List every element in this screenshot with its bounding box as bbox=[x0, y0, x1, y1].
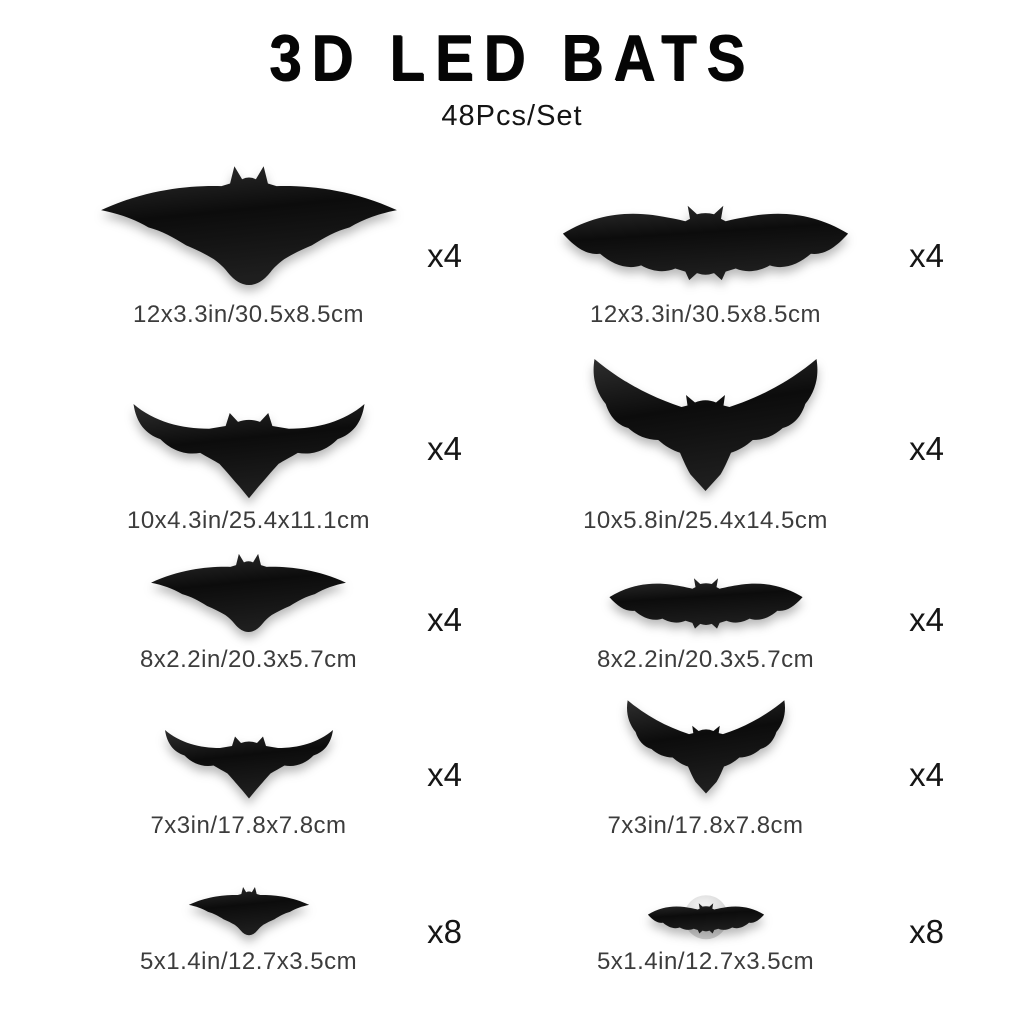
quantity-label: x4 bbox=[427, 756, 462, 793]
product-item-r3-left: 8x2.2in/20.3x5.7cm x4 bbox=[0, 547, 512, 692]
bat-upturned-wings-icon bbox=[125, 393, 373, 503]
product-item-r4-left: 7x3in/17.8x7.8cm x4 bbox=[0, 692, 512, 858]
size-label: 10x5.8in/25.4x14.5cm bbox=[583, 507, 828, 534]
quantity-label: x4 bbox=[909, 756, 944, 793]
quantity-label: x4 bbox=[909, 237, 944, 274]
bat-swept-up-wings-icon bbox=[616, 696, 796, 802]
product-item-r5-left: 5x1.4in/12.7x3.5cm x8 bbox=[0, 858, 512, 1006]
quantity-label: x4 bbox=[909, 430, 944, 467]
size-label: 7x3in/17.8x7.8cm bbox=[150, 812, 347, 839]
product-item-r1-right: 12x3.3in/30.5x8.5cm x4 bbox=[512, 161, 1024, 351]
size-label: 7x3in/17.8x7.8cm bbox=[607, 812, 804, 839]
product-item-r4-right: 7x3in/17.8x7.8cm x4 bbox=[512, 692, 1024, 858]
product-row-5: 5x1.4in/12.7x3.5cm x8 5x1.4in/12.7x3.5cm… bbox=[0, 858, 1024, 1006]
product-row-1: 12x3.3in/30.5x8.5cm x4 12x3.3in/30.5x8.5… bbox=[0, 161, 1024, 351]
product-row-2: 10x4.3in/25.4x11.1cm x4 10x5.8in/25.4x14… bbox=[0, 351, 1024, 547]
product-item-r1-left: 12x3.3in/30.5x8.5cm x4 bbox=[0, 161, 512, 351]
product-title: 3D LED BATS bbox=[269, 21, 755, 95]
quantity-label: x8 bbox=[909, 913, 944, 950]
quantity-label: x4 bbox=[427, 430, 462, 467]
bat-broad-wings-icon bbox=[606, 573, 806, 636]
product-row-3: 8x2.2in/20.3x5.7cm x4 8x2.2in/20.3x5.7cm… bbox=[0, 547, 1024, 692]
product-row-4: 7x3in/17.8x7.8cm x4 7x3in/17.8x7.8cm x4 bbox=[0, 692, 1024, 858]
size-label: 10x4.3in/25.4x11.1cm bbox=[126, 507, 371, 534]
bat-broad-wings-suction-cup-icon bbox=[646, 900, 766, 938]
bat-spread-wings-icon bbox=[186, 885, 312, 938]
size-label: 8x2.2in/20.3x5.7cm bbox=[596, 646, 815, 673]
bat-spread-wings-icon bbox=[146, 551, 351, 636]
size-label: 12x3.3in/30.5x8.5cm bbox=[133, 301, 364, 328]
set-count-label: 48Pcs/Set bbox=[441, 100, 583, 132]
size-label: 5x1.4in/12.7x3.5cm bbox=[139, 948, 358, 975]
product-item-r5-right: 5x1.4in/12.7x3.5cm x8 bbox=[512, 858, 1024, 1006]
size-label: 8x2.2in/20.3x5.7cm bbox=[139, 646, 358, 673]
quantity-label: x4 bbox=[909, 600, 944, 638]
bat-broad-wings-icon bbox=[558, 198, 853, 291]
product-grid: 12x3.3in/30.5x8.5cm x4 12x3.3in/30.5x8.5… bbox=[0, 161, 1024, 1024]
product-item-r2-left: 10x4.3in/25.4x11.1cm x4 bbox=[0, 351, 512, 547]
product-item-r3-right: 8x2.2in/20.3x5.7cm x4 bbox=[512, 547, 1024, 692]
quantity-label: x4 bbox=[427, 600, 462, 638]
bat-swept-up-wings-icon bbox=[578, 353, 833, 503]
header: 3D LED BATS 48Pcs/Set bbox=[0, 0, 1024, 161]
quantity-label: x4 bbox=[427, 237, 462, 274]
size-label: 5x1.4in/12.7x3.5cm bbox=[596, 948, 815, 975]
size-label: 12x3.3in/30.5x8.5cm bbox=[590, 301, 821, 328]
quantity-label: x8 bbox=[427, 913, 462, 950]
product-item-r2-right: 10x5.8in/25.4x14.5cm x4 bbox=[512, 351, 1024, 547]
bat-spread-wings-icon bbox=[94, 162, 404, 291]
bat-upturned-wings-icon bbox=[159, 722, 339, 802]
